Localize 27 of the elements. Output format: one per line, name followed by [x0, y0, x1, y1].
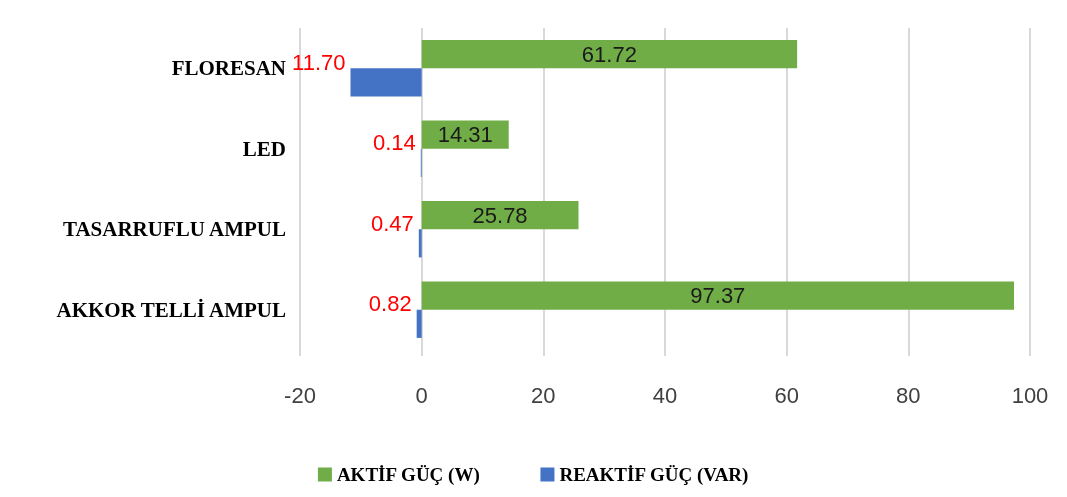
data-label: 11.70 — [292, 49, 346, 75]
data-label: 0.82 — [368, 291, 412, 317]
legend-label: AKTİF GÜÇ (W) — [336, 464, 480, 486]
y-tick-label: FLORESAN — [171, 56, 286, 81]
bar — [416, 309, 422, 338]
x-tick-label: -20 — [284, 382, 316, 408]
bar — [350, 68, 422, 97]
bar — [421, 201, 579, 230]
x-tick-label: 100 — [1011, 382, 1049, 408]
y-tick-label: TASARRUFLU AMPUL — [62, 217, 286, 242]
bar — [421, 281, 1014, 310]
bar — [418, 229, 422, 258]
y-tick-label: LED — [242, 136, 286, 161]
x-tick-label: 80 — [896, 382, 921, 408]
data-label: 97.37 — [690, 283, 746, 309]
x-tick-label: 60 — [774, 382, 799, 408]
legend-label: REAKTİF GÜÇ (VAR) — [559, 464, 749, 486]
x-tick-label: 20 — [531, 382, 556, 408]
y-tick-label: AKKOR TELLİ AMPUL — [56, 297, 286, 322]
data-label: 14.31 — [437, 122, 493, 148]
data-label: 25.78 — [472, 202, 528, 228]
data-label: 61.72 — [581, 41, 637, 67]
x-tick-label: 40 — [652, 382, 678, 408]
data-label: 0.47 — [370, 210, 414, 236]
x-tick-label: 0 — [415, 382, 428, 408]
data-label: 0.14 — [372, 130, 416, 156]
bar — [421, 40, 798, 69]
